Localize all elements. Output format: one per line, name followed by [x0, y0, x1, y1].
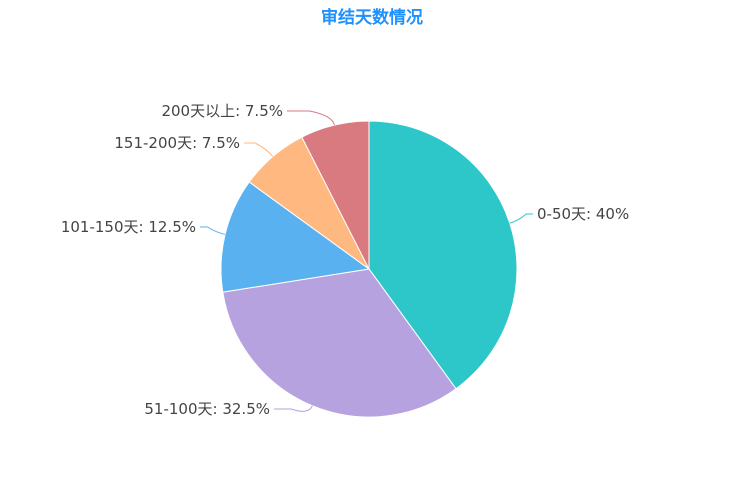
leader-line-2: [274, 405, 313, 412]
leader-line-3: [200, 226, 226, 235]
label-leader-lines: [200, 110, 533, 412]
pie-slices: [220, 120, 518, 418]
slice-labels: 0-50天: 40% 51-100天: 32.5% 101-150天: 12.5% 1…: [61, 102, 629, 418]
pie-slice-5[interactable]: [301, 120, 370, 270]
leader-line-1: [509, 213, 533, 224]
slice-label-4: 151-200天: 7.5%: [114, 134, 240, 152]
slice-label-3: 101-150天: 12.5%: [61, 218, 196, 236]
chart-title: 审结天数情况: [321, 8, 423, 28]
slice-label-2: 51-100天: 32.5%: [144, 400, 270, 418]
leader-line-4: [244, 142, 274, 157]
slice-label-1: 0-50天: 40%: [537, 205, 629, 223]
pie-slice-1[interactable]: [368, 120, 518, 390]
slice-label-5: 200天以上: 7.5%: [161, 102, 283, 120]
leader-line-5: [287, 110, 335, 126]
